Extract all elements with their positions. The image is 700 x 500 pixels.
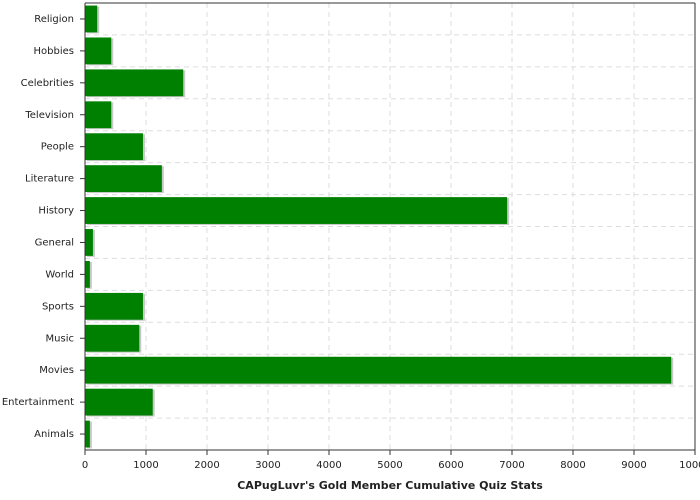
x-tick-label: 9000 (621, 460, 646, 471)
bar (85, 133, 143, 161)
x-axis-label: CAPugLuvr's Gold Member Cumulative Quiz … (237, 479, 543, 492)
x-tick-label: 3000 (255, 460, 280, 471)
bar (85, 165, 162, 193)
y-tick-label: Movies (39, 365, 74, 376)
y-tick-label: Music (46, 333, 74, 344)
y-tick-label: Sports (42, 301, 74, 312)
bar (85, 101, 112, 129)
bar (85, 324, 140, 352)
y-tick-label: History (38, 206, 74, 217)
y-tick-label: Hobbies (34, 46, 74, 57)
x-tick-label: 2000 (194, 460, 219, 471)
bar (85, 356, 672, 384)
bar (85, 388, 153, 416)
bar (85, 229, 93, 256)
x-tick-label: 4000 (316, 460, 341, 471)
bar (85, 420, 90, 448)
bar (85, 260, 90, 288)
y-tick-label: General (35, 237, 74, 248)
bar (85, 292, 143, 320)
bar (85, 37, 112, 65)
y-tick-label: People (41, 142, 74, 153)
y-tick-label: Literature (25, 174, 74, 185)
x-tick-label: 5000 (377, 460, 402, 471)
x-tick-label: 8000 (560, 460, 585, 471)
x-tick-label: 0 (82, 460, 88, 471)
y-tick-label: Animals (34, 429, 74, 440)
bar (85, 197, 508, 224)
y-tick-label: World (45, 269, 74, 280)
bar (85, 5, 98, 33)
x-tick-label: 1000 (133, 460, 158, 471)
x-tick-label: 7000 (499, 460, 524, 471)
bar (85, 69, 184, 97)
y-tick-label: Television (24, 110, 74, 121)
y-tick-label: Religion (34, 14, 74, 25)
y-tick-label: Entertainment (2, 397, 74, 408)
x-tick-label: 10000 (679, 460, 700, 471)
y-tick-label: Celebrities (21, 78, 74, 89)
x-tick-label: 6000 (438, 460, 463, 471)
